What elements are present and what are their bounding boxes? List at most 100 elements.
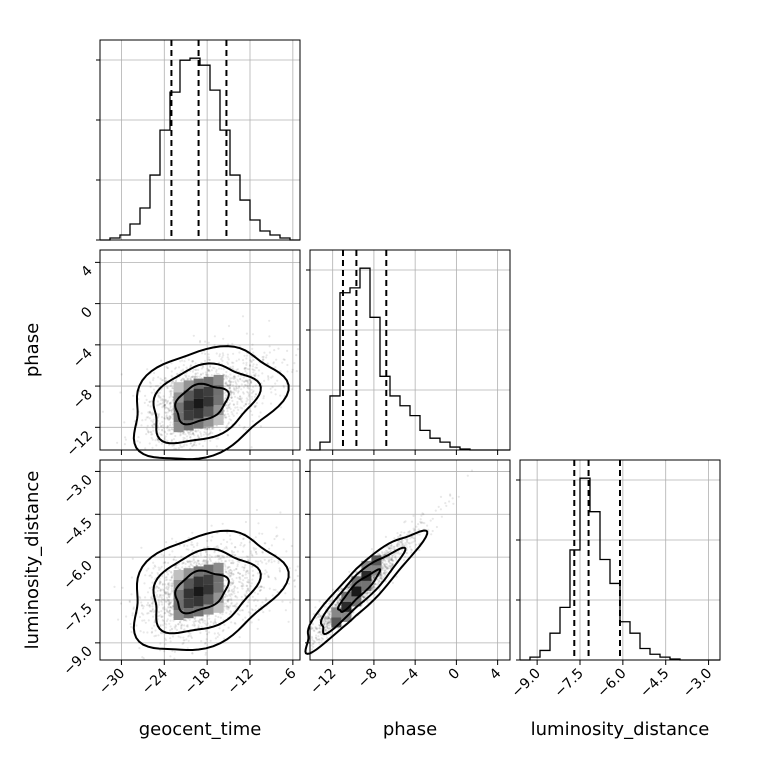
density-cell [193, 418, 204, 429]
scatter-point [227, 434, 230, 437]
scatter-point [235, 385, 238, 388]
scatter-point [203, 359, 207, 362]
scatter-point [138, 647, 141, 650]
scatter-point [165, 541, 168, 544]
scatter-point [166, 618, 169, 621]
scatter-point [148, 381, 152, 384]
scatter-point [119, 391, 122, 394]
scatter-point [204, 428, 207, 431]
scatter-point [194, 373, 197, 376]
scatter-point [221, 556, 224, 559]
scatter-point [227, 608, 230, 611]
scatter-point [170, 428, 173, 431]
scatter-point [204, 641, 207, 645]
scatter-point [256, 563, 260, 566]
scatter-point [222, 538, 225, 541]
panel-phase-vs-geocent-time: −12−8−404 [64, 249, 301, 461]
scatter-point [143, 401, 146, 404]
scatter-point [191, 543, 194, 547]
scatter-point [226, 383, 229, 387]
scatter-point [199, 373, 203, 376]
scatter-point [269, 387, 272, 390]
scatter-point [224, 570, 227, 573]
scatter-point [206, 553, 209, 556]
scatter-point [240, 585, 243, 588]
scatter-point [382, 576, 385, 579]
scatter-point [229, 390, 232, 393]
scatter-point [327, 612, 330, 615]
scatter-point [167, 614, 170, 617]
scatter-point [188, 433, 191, 436]
scatter-point [178, 620, 181, 624]
scatter-point [231, 553, 234, 556]
scatter-point [268, 547, 271, 550]
scatter-point [380, 577, 383, 580]
scatter-point [165, 571, 168, 574]
scatter-point [161, 434, 164, 437]
scatter-point [234, 546, 237, 549]
scatter-point [175, 540, 178, 544]
scatter-point [190, 376, 193, 379]
scatter-point [387, 560, 390, 563]
density-cell [173, 402, 184, 413]
scatter-point [181, 561, 185, 565]
scatter-point [227, 598, 230, 601]
scatter-point [248, 598, 251, 602]
scatter-point [163, 590, 166, 594]
density-cell [203, 416, 214, 427]
scatter-point [159, 395, 162, 399]
scatter-point [186, 624, 189, 627]
scatter-point [216, 635, 219, 639]
scatter-point [197, 559, 200, 562]
scatter-point [317, 615, 320, 618]
scatter-point [236, 378, 239, 381]
scatter-point [339, 596, 342, 599]
scatter-point [149, 574, 152, 577]
scatter-point [400, 552, 403, 555]
scatter-point [164, 592, 167, 595]
scatter-point [165, 623, 168, 626]
scatter-point [196, 542, 199, 545]
scatter-point [220, 554, 224, 557]
scatter-point [207, 341, 210, 344]
scatter-point [154, 565, 157, 568]
scatter-point [243, 566, 246, 570]
scatter-point [230, 391, 234, 394]
scatter-point [193, 442, 196, 445]
scatter-point [157, 634, 160, 637]
scatter-point [189, 632, 192, 635]
scatter-point [213, 620, 217, 623]
scatter-point [233, 585, 236, 588]
scatter-point [151, 433, 154, 436]
scatter-point [165, 406, 169, 409]
scatter-point [169, 402, 172, 405]
scatter-point [253, 369, 256, 372]
scatter-point [209, 364, 212, 368]
scatter-point [288, 567, 291, 570]
scatter-point [169, 393, 172, 396]
scatter-point [397, 551, 400, 555]
scatter-point [291, 388, 294, 391]
scatter-point [234, 406, 237, 409]
scatter-point [246, 570, 249, 573]
scatter-point [201, 617, 204, 620]
scatter-point [315, 636, 318, 639]
scatter-point [195, 430, 198, 433]
scatter-point [163, 612, 166, 615]
scatter-point [157, 376, 160, 379]
scatter-point [249, 379, 252, 383]
scatter-point [318, 631, 321, 634]
scatter-point [168, 429, 171, 432]
scatter-point [190, 563, 193, 567]
scatter-point [167, 443, 171, 446]
scatter-point [439, 508, 442, 511]
scatter-point [162, 404, 165, 407]
scatter-point [390, 558, 393, 561]
scatter-point [157, 611, 160, 614]
scatter-point [150, 391, 153, 394]
scatter-point [157, 394, 160, 397]
scatter-point [246, 584, 249, 588]
scatter-point [238, 386, 241, 389]
scatter-point [226, 567, 229, 570]
scatter-point [198, 618, 202, 621]
